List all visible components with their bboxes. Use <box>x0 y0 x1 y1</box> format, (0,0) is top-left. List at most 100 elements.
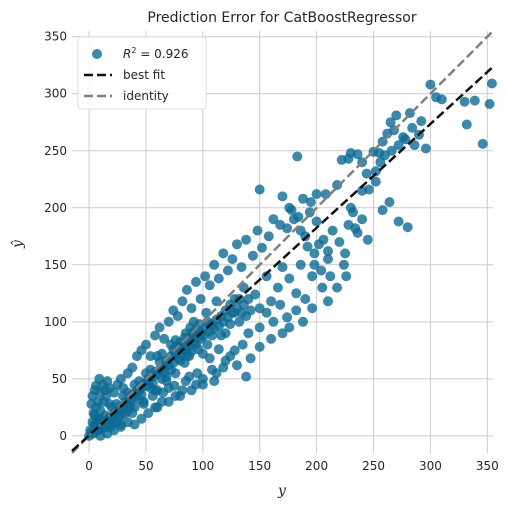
data-point <box>361 168 372 179</box>
x-tick-label: 0 <box>85 459 93 473</box>
data-point <box>243 294 254 304</box>
legend-best-fit-label: best fit <box>123 68 165 82</box>
data-point <box>459 96 470 107</box>
data-point <box>486 78 497 89</box>
data-point <box>298 193 308 204</box>
data-point <box>163 316 174 327</box>
data-point <box>201 307 212 318</box>
data-point <box>150 330 161 341</box>
data-point <box>261 307 272 318</box>
data-point <box>218 248 229 259</box>
legend-r-value: = 0.926 <box>136 47 188 61</box>
y-tick-label: 0 <box>59 429 67 443</box>
y-tick-label: 100 <box>44 315 67 329</box>
data-point <box>163 396 174 407</box>
data-point <box>307 271 318 282</box>
data-point <box>136 413 147 424</box>
data-point <box>154 322 165 333</box>
data-point <box>104 383 115 393</box>
data-point <box>295 259 306 270</box>
data-point <box>191 276 201 287</box>
data-point <box>202 339 213 350</box>
data-point <box>200 271 211 282</box>
data-point <box>461 119 472 130</box>
y-tick-label: 200 <box>44 201 67 215</box>
data-point <box>436 94 447 105</box>
data-point <box>393 216 404 227</box>
data-point <box>398 132 409 143</box>
identity-line <box>71 30 494 454</box>
data-point <box>150 385 161 396</box>
chart-title: Prediction Error for CatBoostRegressor <box>147 10 416 26</box>
data-point <box>207 364 217 375</box>
data-point <box>469 95 480 106</box>
data-point <box>209 259 220 270</box>
data-point <box>386 145 397 156</box>
data-point <box>334 237 345 247</box>
x-tick-label: 300 <box>419 459 442 473</box>
data-point <box>222 265 233 276</box>
data-point <box>213 344 224 355</box>
data-point <box>309 248 320 259</box>
data-point <box>105 421 116 432</box>
data-point <box>311 189 322 200</box>
data-point <box>115 419 126 430</box>
data-point <box>232 360 242 371</box>
data-point <box>93 396 104 407</box>
data-point <box>268 316 279 327</box>
data-point <box>340 248 351 259</box>
x-tick-label: 150 <box>248 459 271 473</box>
y-tick-label: 300 <box>44 87 67 101</box>
data-point <box>263 231 274 242</box>
data-point <box>268 214 279 225</box>
data-point <box>292 151 303 162</box>
data-point <box>302 241 313 252</box>
data-point <box>291 305 302 316</box>
data-point <box>254 184 265 195</box>
data-point <box>241 234 252 245</box>
data-point <box>192 368 203 379</box>
data-point <box>227 254 238 265</box>
data-point <box>266 296 277 307</box>
x-tick-label: 350 <box>476 459 499 473</box>
data-point <box>186 303 197 314</box>
data-point <box>254 341 265 352</box>
x-tick-label: 200 <box>305 459 328 473</box>
legend: R2 = 0.926 best fit identity <box>77 36 207 110</box>
data-point <box>193 344 204 355</box>
data-point <box>143 408 154 419</box>
data-point <box>277 328 288 339</box>
data-point <box>94 373 105 384</box>
data-point <box>407 122 418 133</box>
data-point <box>477 138 488 149</box>
data-point <box>238 282 249 293</box>
data-point <box>247 250 258 261</box>
data-point <box>307 303 318 314</box>
y-tick-label: 250 <box>44 144 67 158</box>
data-point <box>181 284 192 295</box>
data-point <box>177 296 188 307</box>
data-point <box>252 225 263 236</box>
data-point <box>115 373 126 384</box>
data-point <box>370 176 381 187</box>
data-point <box>245 353 256 364</box>
data-point <box>370 166 381 177</box>
data-point <box>243 328 254 339</box>
data-point <box>298 316 308 327</box>
data-point <box>216 330 227 341</box>
data-point <box>138 396 149 407</box>
data-point <box>232 239 242 250</box>
data-point <box>325 271 336 282</box>
legend-box <box>77 36 207 110</box>
data-point <box>282 223 293 234</box>
y-tick-label: 350 <box>44 30 67 44</box>
data-point <box>141 339 151 350</box>
data-point <box>229 345 240 356</box>
data-point <box>211 296 222 307</box>
data-point <box>332 282 343 293</box>
data-point <box>316 265 327 276</box>
data-point <box>311 216 322 227</box>
data-point <box>425 79 436 90</box>
data-point <box>204 353 215 364</box>
data-point <box>161 371 172 382</box>
